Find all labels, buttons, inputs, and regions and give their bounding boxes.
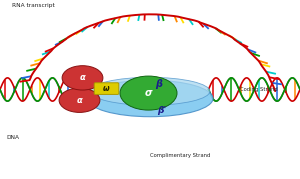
Circle shape (120, 76, 177, 110)
Text: ω: ω (103, 84, 110, 93)
Ellipse shape (90, 77, 210, 105)
Text: Coding Strand: Coding Strand (240, 87, 278, 92)
Text: RNA transcript: RNA transcript (12, 3, 55, 8)
Ellipse shape (87, 80, 213, 117)
Circle shape (62, 66, 103, 90)
FancyBboxPatch shape (94, 83, 119, 95)
Text: σ: σ (145, 88, 152, 98)
Circle shape (59, 88, 100, 112)
Text: β': β' (158, 107, 166, 115)
Text: α: α (76, 96, 82, 105)
Text: β: β (155, 79, 163, 89)
Text: Complimentary Strand: Complimentary Strand (150, 153, 210, 158)
Text: α: α (80, 73, 85, 82)
Text: DNA: DNA (6, 135, 19, 140)
